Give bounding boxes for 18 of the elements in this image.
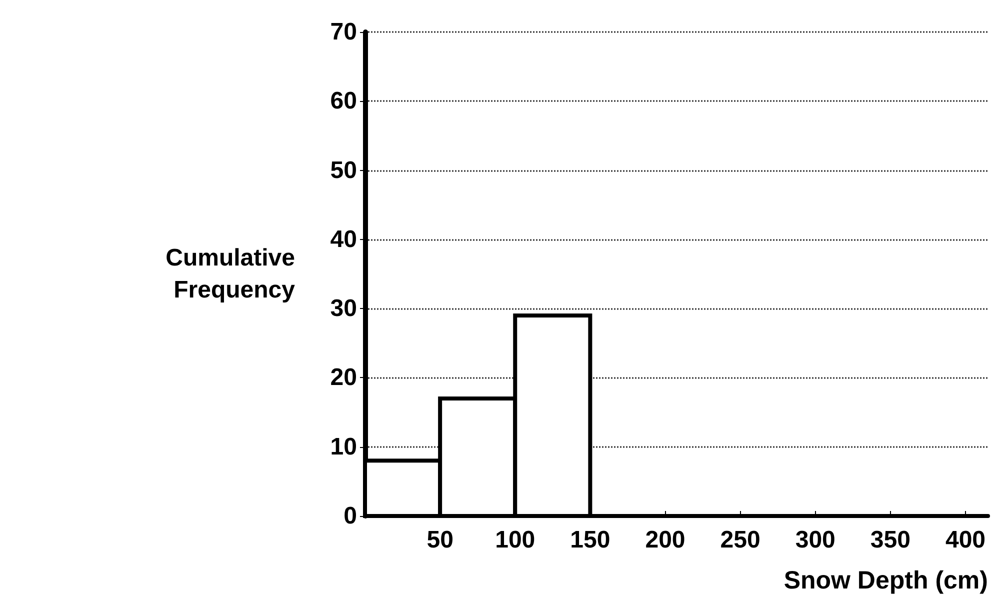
y-axis-title: Cumulative Frequency — [166, 244, 296, 304]
x-tick-label: 250 — [720, 526, 760, 554]
x-tick-label: 100 — [495, 526, 536, 554]
x-tick-label: 350 — [870, 526, 910, 554]
x-axis-title: Snow Depth (cm) — [784, 566, 988, 594]
y-tick-label: 0 — [344, 502, 357, 530]
y-tick-label: 60 — [330, 88, 357, 115]
y-tick-label: 40 — [330, 226, 357, 253]
x-tick-label: 150 — [570, 526, 610, 554]
y-tick-label: 50 — [330, 156, 357, 184]
y-tick-label: 10 — [330, 433, 357, 460]
y-tick-label: 20 — [330, 364, 357, 392]
x-tick-label: 200 — [645, 526, 686, 554]
y-tick-label: 30 — [330, 295, 357, 322]
x-tick-label: 400 — [945, 526, 986, 554]
x-tick-label: 300 — [795, 526, 836, 554]
y-tick-label: 70 — [330, 18, 357, 46]
x-tick-label: 50 — [426, 526, 454, 554]
